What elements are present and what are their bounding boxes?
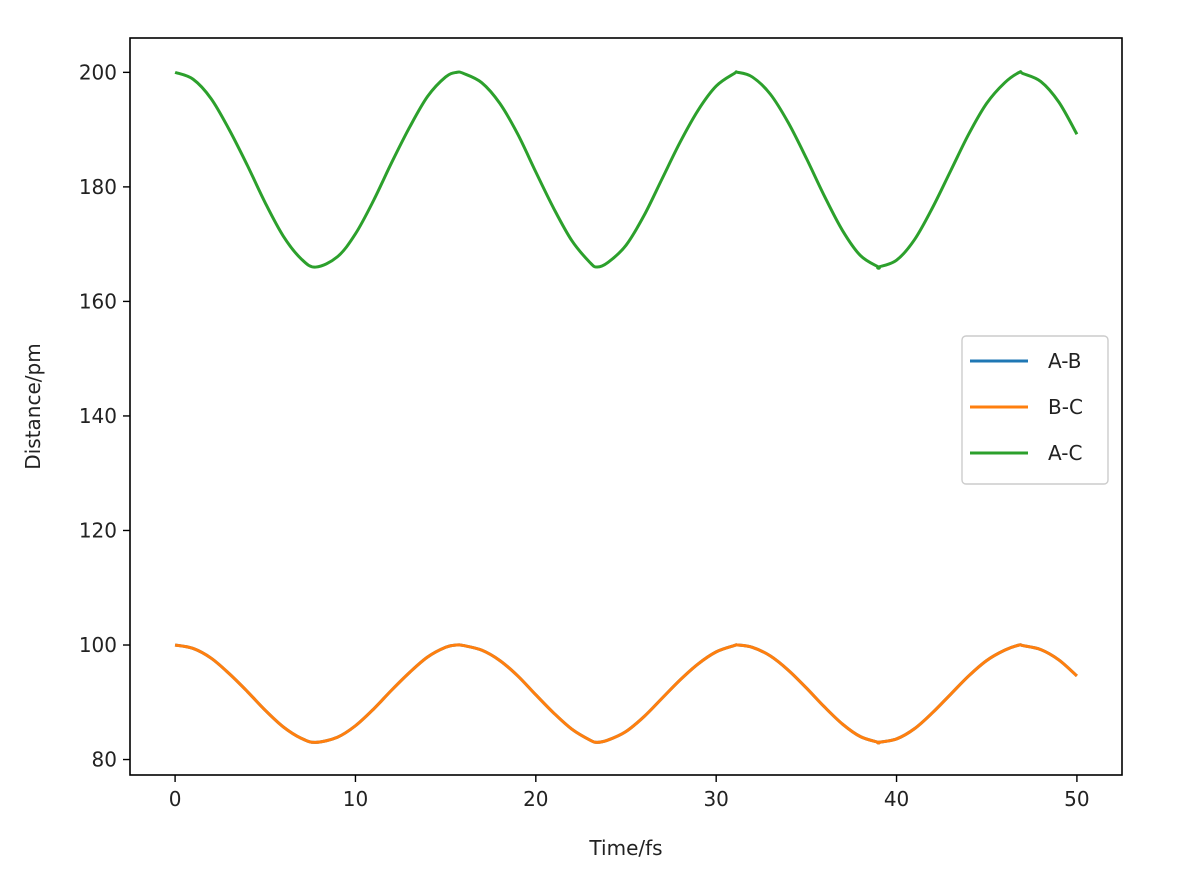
x-axis-label: Time/fs <box>588 836 662 860</box>
y-tick-label: 200 <box>79 60 117 84</box>
x-tick-label: 50 <box>1064 787 1089 811</box>
y-tick-label: 160 <box>79 289 117 313</box>
y-tick-label: 180 <box>79 175 117 199</box>
x-tick-label: 20 <box>523 787 548 811</box>
series-line-b-c <box>174 643 1078 745</box>
series-line-a-c <box>174 70 1079 270</box>
legend-label-a-b: A-B <box>1048 349 1081 373</box>
legend-label-b-c: B-C <box>1048 395 1083 419</box>
x-tick-label: 10 <box>343 787 368 811</box>
legend-box <box>961 335 1109 485</box>
y-axis-label: Distance/pm <box>21 343 45 469</box>
x-tick-label: 0 <box>169 787 182 811</box>
ticks-layer: 0 10 20 30 40 50 80 100 120 140 160 180 200 <box>79 60 1090 811</box>
y-tick-label: 140 <box>79 404 117 428</box>
y-tick-label: 120 <box>79 518 117 542</box>
y-tick-label: 80 <box>92 748 117 772</box>
legend: A-B B-C A-C <box>961 335 1109 485</box>
x-tick-label: 30 <box>703 787 728 811</box>
legend-label-a-c: A-C <box>1048 441 1082 465</box>
x-tick-label: 40 <box>884 787 909 811</box>
y-tick-label: 100 <box>79 633 117 657</box>
plot-area-frame <box>129 37 1123 776</box>
series-layer <box>174 70 1079 745</box>
